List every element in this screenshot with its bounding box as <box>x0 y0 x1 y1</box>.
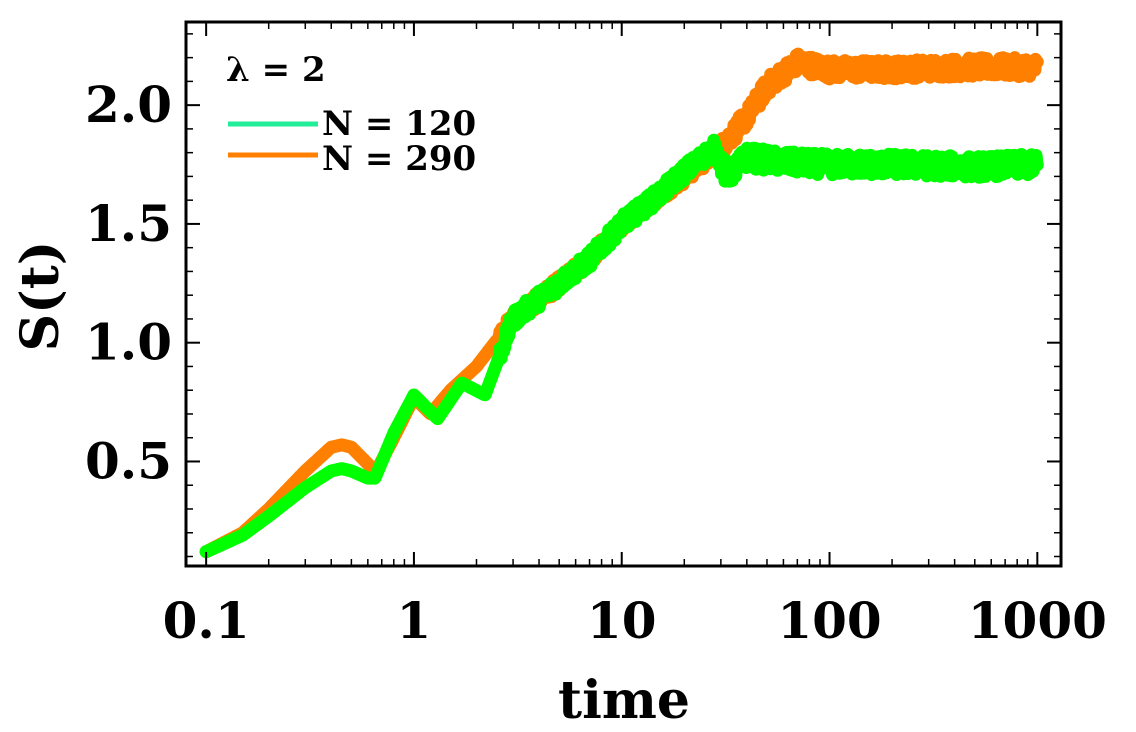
x-tick-label: 10 <box>587 591 657 650</box>
ticks-layer <box>186 22 1061 566</box>
legend-label-n290: N = 290 <box>322 139 476 179</box>
series-line-n120 <box>199 133 1044 559</box>
legend: λ = 2 N = 120 N = 290 <box>226 50 476 179</box>
x-tick-label: 1000 <box>968 591 1107 650</box>
y-tick-label: 1.0 <box>85 313 172 372</box>
series-layer <box>199 47 1044 559</box>
x-tick-label: 100 <box>777 591 881 650</box>
y-tick-label: 0.5 <box>85 431 172 490</box>
legend-title: λ = 2 <box>226 50 326 90</box>
legend-label-n120: N = 120 <box>322 104 476 144</box>
x-tick-label: 0.1 <box>163 591 250 650</box>
plot-frame <box>184 20 1063 568</box>
x-tick-label: 1 <box>397 591 432 650</box>
x-axis-title: time <box>558 670 690 731</box>
y-tick-label: 1.5 <box>85 194 172 253</box>
y-tick-labels: 0.5 1.0 1.5 2.0 <box>85 75 172 490</box>
y-tick-label: 2.0 <box>85 75 172 134</box>
y-axis-title: S(t) <box>10 241 71 352</box>
x-tick-labels: 0.1 1 10 100 1000 <box>163 591 1107 650</box>
